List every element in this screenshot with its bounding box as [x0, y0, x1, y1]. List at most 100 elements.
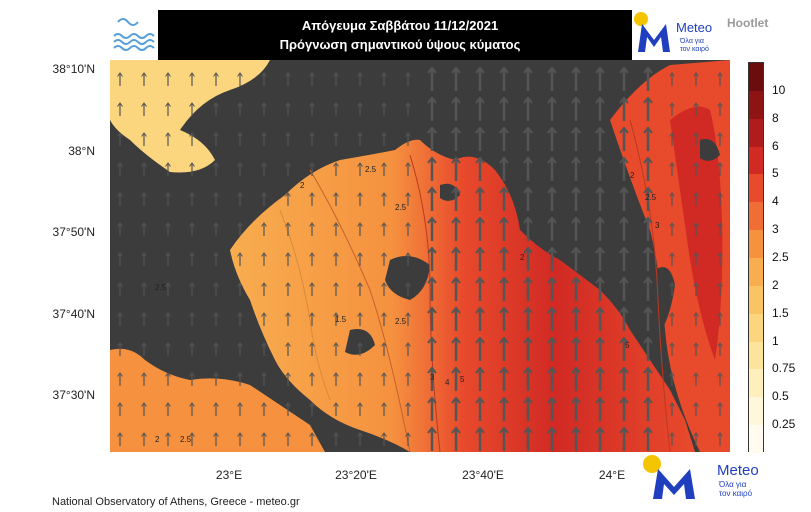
wave-arrow-head — [141, 222, 147, 227]
colorbar-label: 0.25 — [772, 417, 796, 432]
wave-arrow-head — [285, 402, 291, 407]
wave-arrow-head — [619, 306, 629, 314]
wave-arrow-head — [717, 252, 723, 257]
wave-arrow-head — [693, 222, 699, 227]
wave-arrow-head — [309, 342, 315, 347]
wave-arrow-head — [451, 396, 461, 404]
wave-arrow-head — [285, 102, 291, 107]
wave-arrow-head — [595, 96, 605, 104]
wave-arrow-head — [499, 276, 509, 284]
wave-arrow-head — [717, 282, 723, 287]
wave-arrow-head — [213, 402, 219, 407]
wave-arrow-head — [427, 216, 437, 224]
wave-arrow-head — [475, 126, 485, 134]
wave-arrow-head — [237, 402, 243, 407]
wave-arrow-head — [381, 102, 387, 107]
wave-arrow-head — [499, 246, 509, 254]
wave-arrow-head — [189, 372, 195, 377]
contour-label: 2.5 — [155, 283, 167, 292]
wave-arrow-head — [165, 312, 171, 317]
wave-arrow-head — [643, 246, 653, 254]
wave-arrow-head — [427, 126, 437, 134]
wave-arrow-head — [405, 252, 411, 257]
wave-arrow-head — [141, 72, 147, 77]
wave-arrow-head — [165, 282, 171, 287]
wave-arrow-head — [165, 402, 171, 407]
wave-arrow-head — [595, 276, 605, 284]
wave-arrow-head — [571, 246, 581, 254]
wave-arrow-head — [381, 402, 387, 407]
wave-arrow-head — [523, 336, 533, 344]
brand-tagline-1: Όλα για — [679, 38, 704, 45]
wave-arrow-head — [381, 162, 387, 167]
wave-arrow-head — [427, 66, 437, 74]
wave-arrow-head — [357, 432, 363, 437]
wave-arrow-head — [213, 432, 219, 437]
wave-arrow-head — [237, 162, 243, 167]
wave-arrow-head — [717, 192, 723, 197]
wave-arrow-head — [717, 402, 723, 407]
wave-arrow-head — [475, 216, 485, 224]
contour-label: 3 — [655, 221, 660, 230]
wave-arrow-head — [547, 426, 557, 434]
wave-arrow-head — [237, 312, 243, 317]
wave-arrow-head — [117, 222, 123, 227]
wave-arrow-head — [451, 276, 461, 284]
wave-arrow-head — [261, 192, 267, 197]
wave-arrow-head — [189, 132, 195, 137]
wave-arrow-head — [213, 222, 219, 227]
wave-arrow-head — [523, 126, 533, 134]
wave-arrow-head — [619, 216, 629, 224]
wave-arrow-head — [427, 336, 437, 344]
wave-arrow-head — [669, 312, 675, 317]
wave-arrow-head — [405, 312, 411, 317]
sun-icon — [643, 455, 661, 473]
wave-arrow-head — [499, 336, 509, 344]
wave-arrow-head — [309, 132, 315, 137]
colorbar-label: 0.5 — [772, 389, 789, 404]
wave-arrow-head — [405, 132, 411, 137]
wave-arrow-head — [261, 312, 267, 317]
colorbar-label: 8 — [772, 110, 779, 125]
wave-arrow-head — [285, 372, 291, 377]
wave-arrow-head — [333, 192, 339, 197]
wave-arrow-head — [117, 312, 123, 317]
wave-arrow-head — [717, 312, 723, 317]
contour-label: 2.5 — [395, 203, 407, 212]
wave-arrow-head — [141, 132, 147, 137]
wave-arrow-head — [571, 306, 581, 314]
lat-label: 37°50'N — [52, 225, 95, 239]
wave-arrow-head — [669, 72, 675, 77]
wave-arrow-head — [427, 276, 437, 284]
wave-arrow-head — [117, 402, 123, 407]
wave-arrow-head — [717, 132, 723, 137]
wave-arrow-head — [451, 126, 461, 134]
wave-arrow-head — [141, 282, 147, 287]
wave-arrow-head — [475, 186, 485, 194]
wave-arrow-head — [619, 156, 629, 164]
wave-arrow-head — [189, 282, 195, 287]
wave-arrow-head — [619, 186, 629, 194]
wave-arrow-head — [669, 102, 675, 107]
wave-arrow-head — [619, 66, 629, 74]
wave-arrow-head — [333, 162, 339, 167]
wave-arrow-head — [357, 132, 363, 137]
wave-arrow-head — [405, 102, 411, 107]
wave-arrow-head — [571, 156, 581, 164]
wave-arrow-head — [285, 192, 291, 197]
wave-arrow-head — [427, 306, 437, 314]
wave-arrow-head — [213, 162, 219, 167]
colorbar-segment — [749, 146, 763, 175]
wave-arrow-head — [595, 246, 605, 254]
wave-arrow-head — [213, 132, 219, 137]
wave-arrow-head — [571, 396, 581, 404]
colorbar-segment — [749, 285, 763, 315]
wave-arrow-head — [643, 276, 653, 284]
wave-arrow-head — [237, 432, 243, 437]
wave-arrow-head — [309, 192, 315, 197]
brand-name: Meteo — [717, 462, 759, 479]
wave-arrow-head — [619, 336, 629, 344]
wave-arrow-head — [165, 72, 171, 77]
wave-arrow-head — [669, 432, 675, 437]
wave-arrow-head — [717, 432, 723, 437]
